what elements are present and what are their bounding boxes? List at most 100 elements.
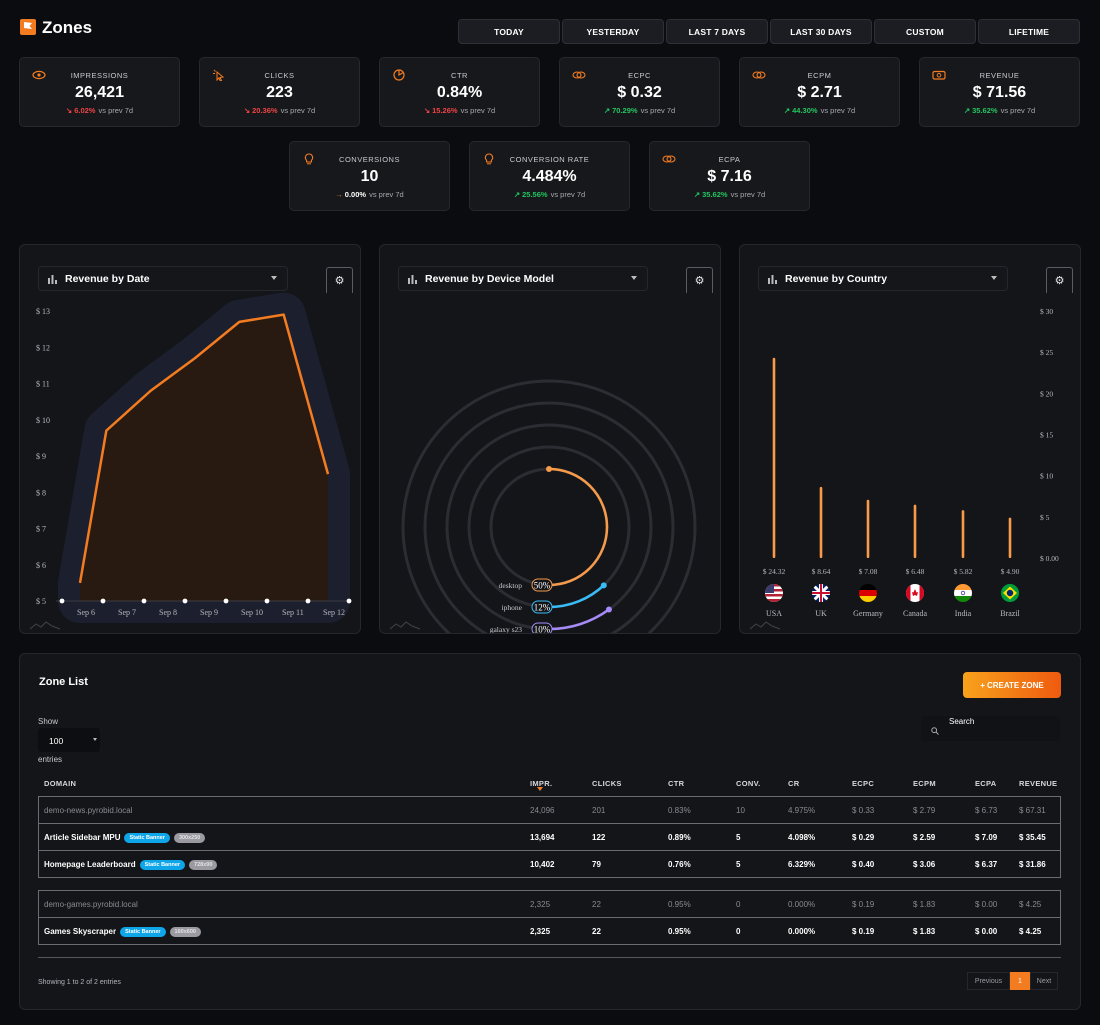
- radial-track: [445, 423, 653, 631]
- next-page-button[interactable]: Next: [1030, 972, 1058, 990]
- zone-name: Article Sidebar MPU: [44, 833, 121, 842]
- device-label: desktop: [499, 581, 523, 590]
- x-tick-label: Sep 11: [282, 608, 304, 617]
- page-1-button[interactable]: 1: [1010, 972, 1030, 990]
- country-bar-germany: [866, 499, 870, 558]
- money-icon: [932, 68, 946, 80]
- range-tab-last-30-days[interactable]: LAST 30 DAYS: [770, 19, 872, 44]
- stat-label: CONVERSIONS: [339, 155, 400, 164]
- chart-select-date[interactable]: Revenue by Date: [38, 266, 288, 291]
- gear-icon[interactable]: ⚙: [326, 267, 353, 293]
- zone-name: Homepage Leaderboard: [44, 860, 136, 869]
- bar-chart-icon: [48, 275, 57, 284]
- stat-change-suffix: vs prev 7d: [369, 190, 404, 199]
- country-bar-canada: [913, 504, 917, 558]
- chevron-down-icon: [631, 276, 637, 280]
- x-axis-dot: [264, 598, 270, 604]
- column-header-ecpc[interactable]: ECPC: [852, 779, 875, 788]
- stat-label: ECPM: [807, 71, 832, 80]
- chart-select-country[interactable]: Revenue by Country: [758, 266, 1008, 291]
- stat-change-suffix: vs prev 7d: [730, 190, 766, 199]
- column-header-cr[interactable]: CR: [788, 779, 800, 788]
- zone-row[interactable]: Games Skyscraper Static Banner 160x600 2,32…: [39, 918, 1060, 945]
- device-label: iphone: [502, 603, 523, 612]
- create-zone-button[interactable]: + CREATE ZONE: [963, 672, 1061, 698]
- cell-ecpc: $ 0.29: [852, 833, 875, 842]
- cell-cr: 0.000%: [788, 927, 816, 936]
- x-axis-dot: [182, 598, 188, 604]
- stat-card-conversions: CONVERSIONS 10 → 0.00% vs prev 7d: [289, 141, 450, 211]
- device-arc-desktop: [547, 467, 609, 587]
- cell-ecpm: $ 2.79: [913, 806, 936, 815]
- range-tab-custom[interactable]: CUSTOM: [874, 19, 976, 44]
- stat-change-suffix: vs prev 7d: [640, 106, 676, 115]
- area-fill: [80, 314, 328, 601]
- column-header-impr[interactable]: IMPR.: [530, 779, 553, 788]
- column-header-ecpm[interactable]: ECPM: [913, 779, 936, 788]
- search-input[interactable]: Search: [921, 716, 1060, 741]
- search-label: Search: [949, 717, 975, 726]
- chevron-down-icon: [93, 738, 97, 741]
- cell-revenue: $ 35.45: [1019, 833, 1046, 842]
- trend-down-icon: ↘: [65, 106, 73, 115]
- column-header-clicks[interactable]: CLICKS: [592, 779, 622, 788]
- gear-icon[interactable]: ⚙: [686, 267, 713, 293]
- cell-clicks: 22: [592, 927, 601, 936]
- sort-desc-icon: [537, 787, 543, 791]
- x-tick-label: Sep 9: [200, 608, 218, 617]
- bar-value-label: $ 24.32: [763, 567, 786, 576]
- x-axis-dot: [346, 598, 352, 604]
- range-tab-yesterday[interactable]: YESTERDAY: [562, 19, 664, 44]
- cell-ecpm: $ 2.59: [913, 833, 936, 842]
- y-tick-label: $ 0.00: [1040, 554, 1059, 563]
- entries-select[interactable]: 100: [38, 728, 100, 752]
- cell-impr: 24,096: [530, 806, 555, 815]
- revenue-by-date-chart: $ 5 $ 6 $ 7 $ 8 $ 9 $ 10 $ 11 $ 12 $ 13 Sep 6 Sep …: [36, 292, 352, 623]
- y-tick-label: $ 8: [36, 488, 46, 497]
- previous-page-button[interactable]: Previous: [967, 972, 1010, 990]
- cell-impr: 13,694: [530, 833, 555, 842]
- column-header-revenue[interactable]: REVENUE: [1019, 779, 1058, 788]
- flag-canada-icon: [906, 584, 924, 602]
- country-label: India: [955, 609, 972, 618]
- cell-ecpc: $ 0.40: [852, 860, 875, 869]
- stat-value: $ 7.16: [707, 168, 752, 185]
- cell-cr: 6.329%: [788, 860, 816, 869]
- column-header-conv[interactable]: CONV.: [736, 779, 761, 788]
- x-axis-dot: [100, 598, 106, 604]
- zone-type-badge: Static Banner: [139, 860, 186, 870]
- cell-clicks: 22: [592, 900, 601, 909]
- column-header-ctr[interactable]: CTR: [668, 779, 685, 788]
- stat-change-percent: 25.56%: [522, 190, 548, 199]
- y-tick-label: $ 10: [36, 416, 50, 425]
- coins-icon: [752, 68, 766, 80]
- stat-value: 10: [360, 168, 379, 185]
- gear-icon[interactable]: ⚙: [1046, 267, 1073, 293]
- stat-change-suffix: vs prev 7d: [280, 106, 316, 115]
- stat-label: CLICKS: [264, 71, 295, 80]
- chart-select-device[interactable]: Revenue by Device Model: [398, 266, 648, 291]
- percent-label: 10%: [534, 625, 551, 635]
- column-header-domain[interactable]: DOMAIN: [44, 779, 77, 788]
- percent-label: 50%: [534, 581, 551, 591]
- domain-row[interactable]: demo-games.pyrobid.local 2,325 22 0.95% 0 0.0…: [39, 891, 1060, 918]
- column-header-ecpa[interactable]: ECPA: [975, 779, 997, 788]
- cell-clicks: 122: [592, 833, 606, 842]
- range-tab-lifetime[interactable]: LIFETIME: [978, 19, 1080, 44]
- range-tab-last-7-days[interactable]: LAST 7 DAYS: [666, 19, 768, 44]
- cell-ecpa: $ 0.00: [975, 927, 998, 936]
- domain-name: demo-news.pyrobid.local: [44, 806, 133, 815]
- zone-row[interactable]: Article Sidebar MPU Static Banner 300x250 1…: [39, 824, 1060, 851]
- domain-row[interactable]: demo-news.pyrobid.local 24,096 201 0.83% 10 4…: [39, 797, 1060, 824]
- range-tab-today[interactable]: TODAY: [458, 19, 560, 44]
- bulb-icon: [482, 152, 496, 165]
- domain-cell: Article Sidebar MPU Static Banner 300x250: [44, 833, 206, 843]
- device-label: galaxy s23: [490, 625, 523, 634]
- cell-cr: 4.975%: [788, 806, 816, 815]
- eye-icon: [32, 68, 46, 80]
- cell-revenue: $ 4.25: [1019, 900, 1042, 909]
- zone-row[interactable]: Homepage Leaderboard Static Banner 728x90 1…: [39, 851, 1060, 878]
- page-title: Zones: [42, 18, 93, 37]
- bar-chart-icon: [768, 275, 777, 284]
